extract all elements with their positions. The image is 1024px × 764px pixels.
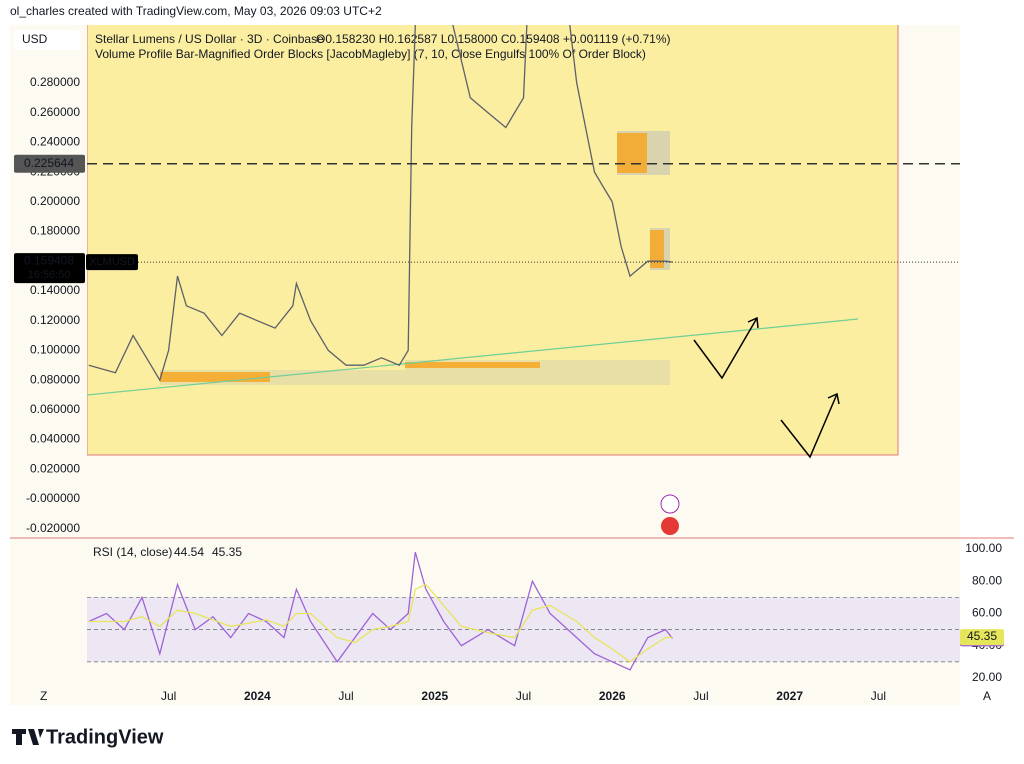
highlight-box	[87, 25, 899, 456]
x-tick-label: Jul	[693, 689, 708, 703]
y-tick-label: 0.120000	[30, 313, 80, 327]
plot	[87, 25, 960, 382]
y-tick-label: 0.200000	[30, 194, 80, 208]
arrow-path	[780, 393, 838, 459]
series-line	[88, 583, 673, 663]
order-block	[160, 370, 670, 385]
event-icon	[661, 517, 679, 535]
symbol-label: XLMUSD	[89, 256, 135, 268]
symbol-title: Stellar Lumens / US Dollar · 3D · Coinba…	[95, 32, 324, 46]
x-tick-label: 2026	[599, 689, 626, 703]
x-tick-label: Jul	[338, 689, 353, 703]
y-tick-label: -0.020000	[26, 521, 80, 535]
price-badge	[14, 253, 85, 284]
y-tick-label: 100.00	[965, 541, 1002, 555]
plot	[87, 552, 960, 671]
series-line	[88, 25, 673, 382]
series-line	[88, 552, 674, 671]
y-tick-label: 0.140000	[30, 283, 80, 297]
corner-label: A	[983, 689, 991, 703]
y-tick-label: 0.240000	[30, 135, 80, 149]
y-tick-label: 0.040000	[30, 432, 80, 446]
volume-profile	[160, 372, 270, 382]
currency-box	[14, 30, 80, 50]
rsi-legend: 45.35	[212, 545, 242, 559]
y-tick-label: 0.180000	[30, 224, 80, 238]
x-tick-label: 2027	[776, 689, 803, 703]
x-tick-label: 2024	[244, 689, 271, 703]
event-icon	[660, 494, 680, 514]
x-tick-label: Jul	[871, 689, 886, 703]
y-tick-label: 0.060000	[30, 402, 80, 416]
currency: USD	[22, 32, 48, 46]
arrow-path	[693, 317, 758, 380]
logo-icon	[12, 729, 44, 745]
y-tick-label: 0.080000	[30, 372, 80, 386]
rsi-badge	[960, 629, 1004, 646]
y-tick-label: 0.260000	[30, 105, 80, 119]
x-tick-label: 2025	[421, 689, 448, 703]
drawings	[87, 25, 899, 459]
y-tick-label: 20.00	[972, 670, 1002, 684]
x-tick-label: Jul	[161, 689, 176, 703]
indicator-title: Volume Profile Bar-Magnified Order Block…	[95, 47, 646, 61]
level-label: 0.225644	[24, 156, 74, 170]
countdown: 16:56:50	[28, 269, 71, 281]
arrow-head	[827, 392, 840, 405]
rsi-legend: 44.54	[174, 545, 204, 559]
corner-label: Z	[40, 689, 47, 703]
quote: O0.158230 H0.162587 L0.158000 C0.159408 …	[316, 32, 671, 46]
attribution: ol_charles created with TradingView.com,…	[10, 4, 382, 18]
x-tick-label: Jul	[516, 689, 531, 703]
y-tick-label: -0.000000	[26, 491, 80, 505]
level-badge	[14, 154, 85, 173]
price-label: 0.159408	[24, 253, 74, 267]
volume-profile	[617, 133, 647, 173]
logo: TradingView	[46, 726, 164, 748]
volume-profile	[405, 362, 540, 368]
symbol-badge	[86, 254, 138, 271]
rsi-badge-label: 45.35	[967, 629, 997, 643]
y-tick-label: 0.280000	[30, 75, 80, 89]
y-tick-label: 80.00	[972, 573, 1002, 587]
trend-line	[87, 318, 859, 396]
rsi-title: RSI (14, close)	[93, 545, 172, 559]
y-tick-label: 0.100000	[30, 343, 80, 357]
y-tick-label: 60.00	[972, 606, 1002, 620]
arrow-head	[747, 316, 759, 329]
y-tick-label: 0.020000	[30, 461, 80, 475]
volume-profile	[650, 230, 664, 268]
